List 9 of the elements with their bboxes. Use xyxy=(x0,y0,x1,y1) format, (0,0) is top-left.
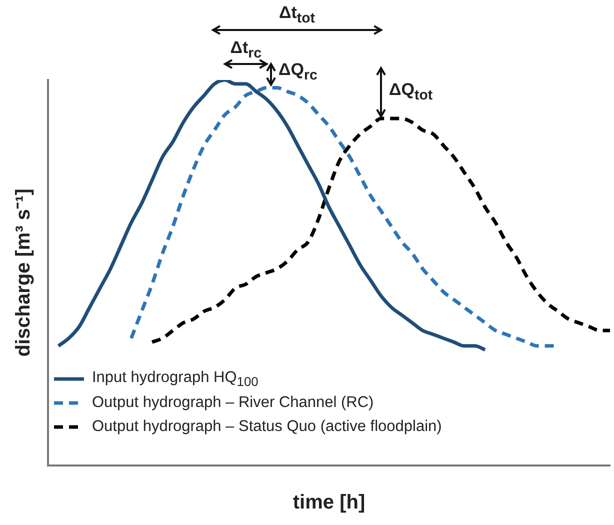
legend-label: Input hydrograph HQ$_{100}$ xyxy=(92,369,258,390)
annotation: ΔQ$_{tot}$ xyxy=(389,80,433,104)
x-axis-title: time [h] xyxy=(292,492,366,514)
legend-label: Output hydrograph – River Channel (RC) xyxy=(92,394,374,412)
text: Δt$_{rc}$ xyxy=(230,38,262,62)
annotation: ΔQ$_{rc}$ xyxy=(278,60,318,84)
text: Δt$_{tot}$ xyxy=(278,3,315,26)
legend-label: Output hydrograph – Status Quo (active floodplain) xyxy=(92,418,442,436)
y-axis-title: discharge [m³ s⁻¹] xyxy=(12,188,35,357)
